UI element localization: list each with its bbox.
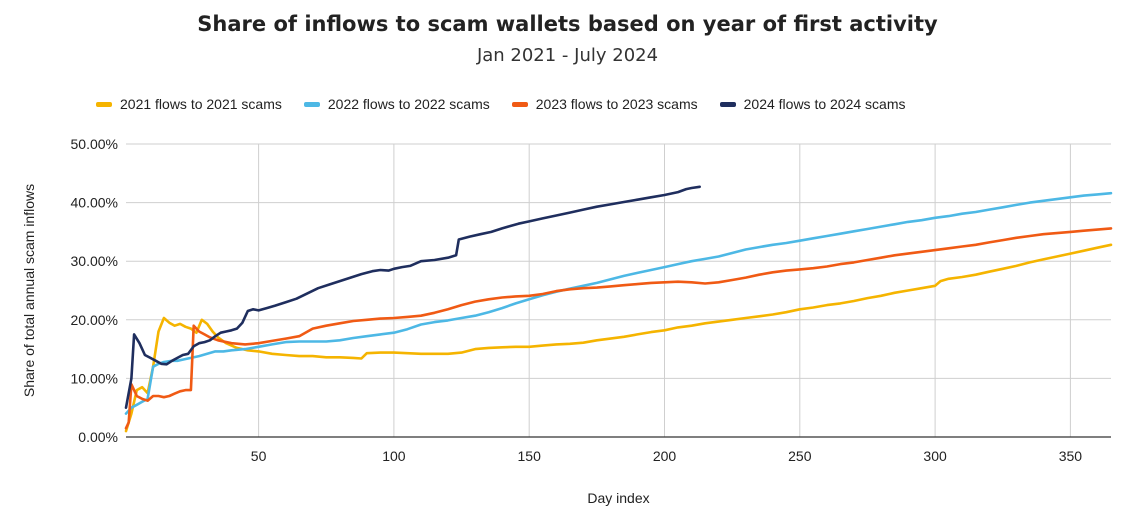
legend-label-2021: 2021 flows to 2021 scams — [120, 96, 282, 112]
y-tick-label: 10.00% — [71, 370, 118, 386]
series-line-2022 — [124, 191, 1113, 415]
legend-swatch-2022 — [303, 101, 320, 107]
series-line-2023 — [124, 227, 1113, 430]
chart-legend: 2021 flows to 2021 scams 2022 flows to 2… — [96, 96, 906, 112]
y-tick-label: 50.00% — [71, 136, 118, 152]
series-line-2021 — [124, 243, 1113, 433]
y-axis-label: Share of total annual scam inflows — [21, 184, 37, 397]
x-axis-label: Day index — [587, 490, 649, 506]
grid-lines — [126, 143, 1111, 438]
legend-swatch-2024 — [719, 101, 736, 107]
legend-swatch-2021 — [96, 101, 112, 107]
legend-item-2024[interactable]: 2024 flows to 2024 scams — [719, 96, 906, 112]
legend-label-2022: 2022 flows to 2022 scams — [327, 96, 490, 112]
legend-item-2022[interactable]: 2022 flows to 2022 scams — [303, 96, 490, 112]
series-line-2024 — [124, 185, 701, 409]
y-tick-label: 30.00% — [71, 253, 118, 269]
x-tick-label: 150 — [518, 448, 542, 464]
x-tick-labels: 50 100 150 200 250 300 350 — [251, 448, 1082, 464]
y-tick-labels: 0.00% 10.00% 20.00% 30.00% 40.00% 50.00% — [71, 136, 118, 445]
x-tick-label: 200 — [653, 448, 677, 464]
legend-label-2023: 2023 flows to 2023 scams — [535, 96, 698, 112]
x-tick-label: 300 — [923, 448, 947, 464]
x-tick-label: 100 — [382, 448, 406, 464]
legend-item-2023[interactable]: 2023 flows to 2023 scams — [511, 96, 698, 112]
legend-swatch-2023 — [511, 101, 528, 107]
y-tick-label: 0.00% — [78, 429, 118, 445]
x-tick-label: 350 — [1059, 448, 1083, 464]
x-tick-label: 50 — [251, 448, 267, 464]
y-tick-label: 20.00% — [71, 312, 118, 328]
legend-label-2024: 2024 flows to 2024 scams — [743, 96, 906, 112]
series-lines — [124, 185, 1113, 433]
x-tick-label: 250 — [788, 448, 812, 464]
y-tick-label: 40.00% — [71, 195, 118, 211]
legend-item-2021[interactable]: 2021 flows to 2021 scams — [96, 96, 282, 112]
chart-subtitle: Jan 2021 - July 2024 — [476, 45, 659, 66]
chart-title: Share of inflows to scam wallets based o… — [197, 12, 938, 36]
